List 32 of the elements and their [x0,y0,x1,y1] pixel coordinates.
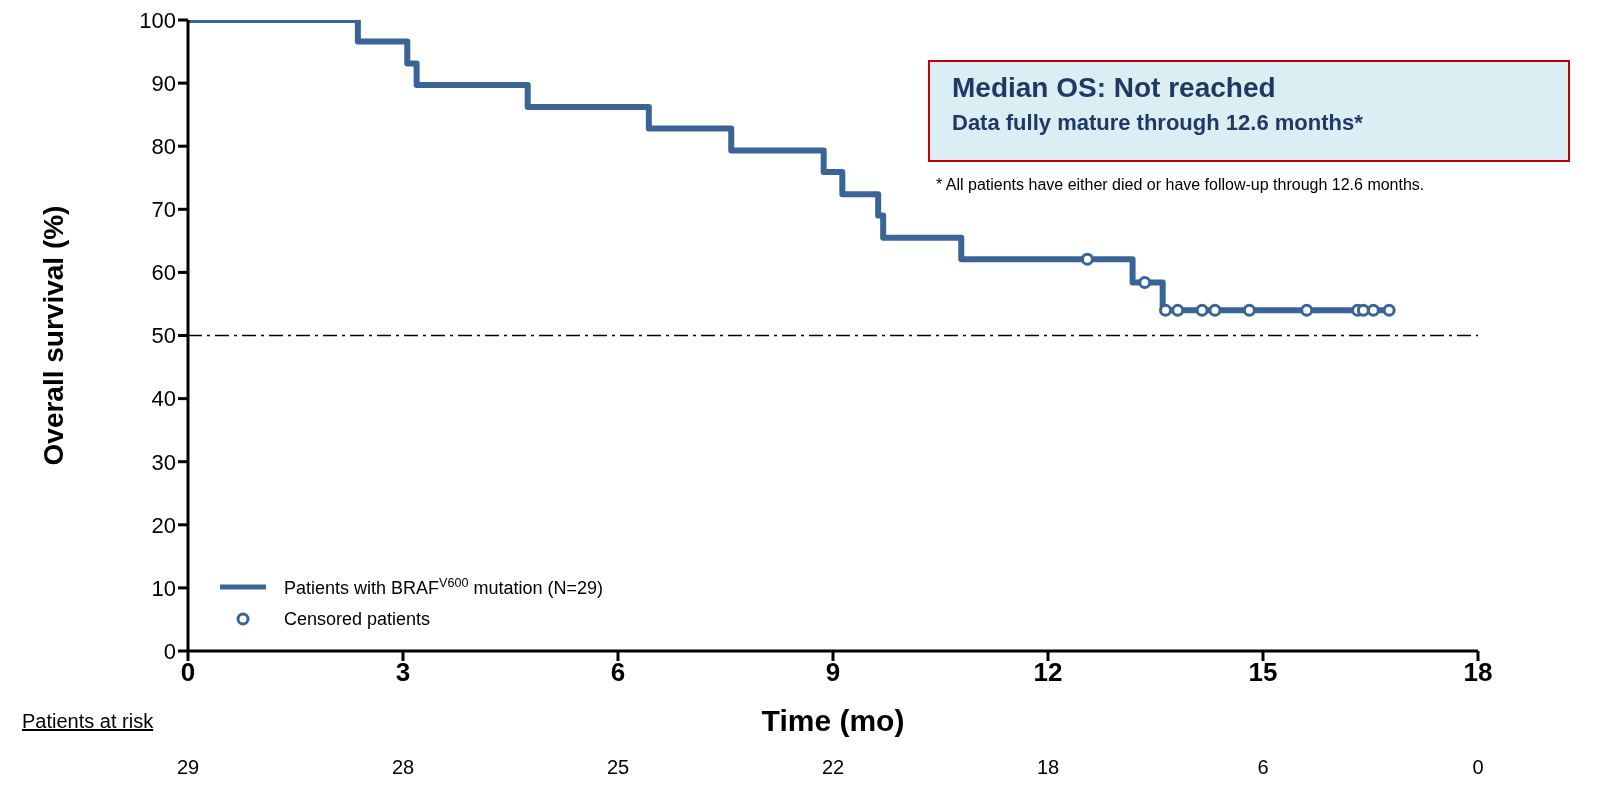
legend-label: Censored patients [284,608,431,629]
text: 28 [390,756,416,779]
y-tick-label: 0 [163,638,176,664]
text-box: Median OS: Not reached Data fully mature through 12.6 months* [928,60,1570,162]
text: 25 [605,756,631,779]
y-tick-label: 60 [151,260,176,286]
y-tick-label: 80 [151,134,176,160]
legend-label: Patients with BRAF$^{V600}$ mutation (N=29) [284,575,604,598]
text: 6 [1256,756,1270,779]
y-tick-label: 90 [151,70,176,96]
x-tick-label: 0 [180,657,196,688]
text: 18 [1035,756,1061,779]
text: 22 [820,756,846,779]
x-tick-label: 12 [1033,657,1063,688]
x-tick-label: 6 [610,657,626,688]
y-tick-label: 100 [139,7,176,33]
x-tick-label: 3 [395,657,411,688]
y-tick-label: 50 [151,323,176,349]
x-tick-label: 9 [825,657,841,688]
y-tick-label: 70 [151,197,176,223]
y-tick-label: 20 [151,512,176,538]
y-tick-label: 10 [151,575,176,601]
text: 0 [1471,756,1485,779]
y-tick-label: 30 [151,449,176,475]
text: Patients at risk [22,710,154,733]
annotation: * All patients have either died or have follow-up through 12.6 months. [936,176,1425,194]
y-axis-title: Overall survival (%) [37,205,69,466]
text: 29 [175,756,201,779]
x-axis-title: Time (mo) [761,704,905,737]
x-tick-label: 18 [1463,657,1493,688]
y-tick-label: 40 [151,386,176,412]
x-tick-label: 15 [1248,657,1278,688]
